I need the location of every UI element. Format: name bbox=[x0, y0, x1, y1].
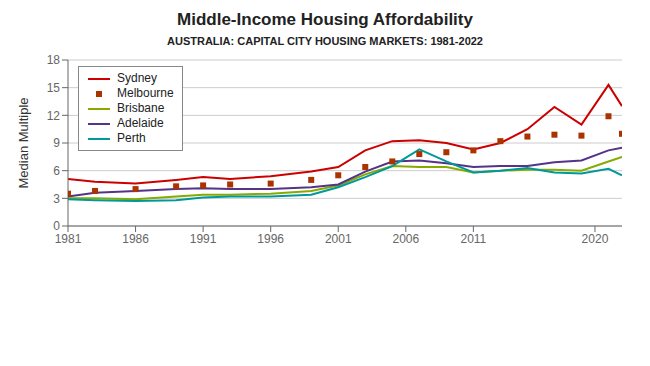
svg-text:Median Multiple: Median Multiple bbox=[16, 97, 31, 188]
svg-text:3: 3 bbox=[53, 192, 60, 206]
svg-text:1991: 1991 bbox=[190, 232, 217, 246]
html-text:Brisbane: Brisbane bbox=[117, 101, 165, 115]
html-text:Middle-Income Housing Affordab: Middle-Income Housing Affordability bbox=[177, 10, 473, 29]
svg-text:12: 12 bbox=[47, 109, 61, 123]
svg-text:9: 9 bbox=[53, 136, 60, 150]
svg-text:1981: 1981 bbox=[55, 232, 82, 246]
svg-text:15: 15 bbox=[47, 81, 61, 95]
svg-text:2020: 2020 bbox=[582, 232, 609, 246]
html-text:Adelaide: Adelaide bbox=[117, 116, 164, 130]
svg-text:2011: 2011 bbox=[460, 232, 486, 246]
html-text:Perth: Perth bbox=[117, 131, 146, 145]
svg-text:6: 6 bbox=[53, 164, 60, 178]
svg-text:1986: 1986 bbox=[122, 232, 149, 246]
svg-text:18: 18 bbox=[47, 53, 61, 67]
html-text:Melbourne: Melbourne bbox=[117, 86, 174, 100]
svg-text:2006: 2006 bbox=[392, 232, 419, 246]
svg-text:2001: 2001 bbox=[325, 232, 352, 246]
svg-text:0: 0 bbox=[53, 219, 60, 233]
svg-text:1996: 1996 bbox=[257, 232, 284, 246]
html-text:Sydney: Sydney bbox=[117, 71, 157, 85]
html-text:AUSTRALIA: CAPITAL CITY HOUSIN: AUSTRALIA: CAPITAL CITY HOUSING MARKETS:… bbox=[167, 35, 483, 47]
